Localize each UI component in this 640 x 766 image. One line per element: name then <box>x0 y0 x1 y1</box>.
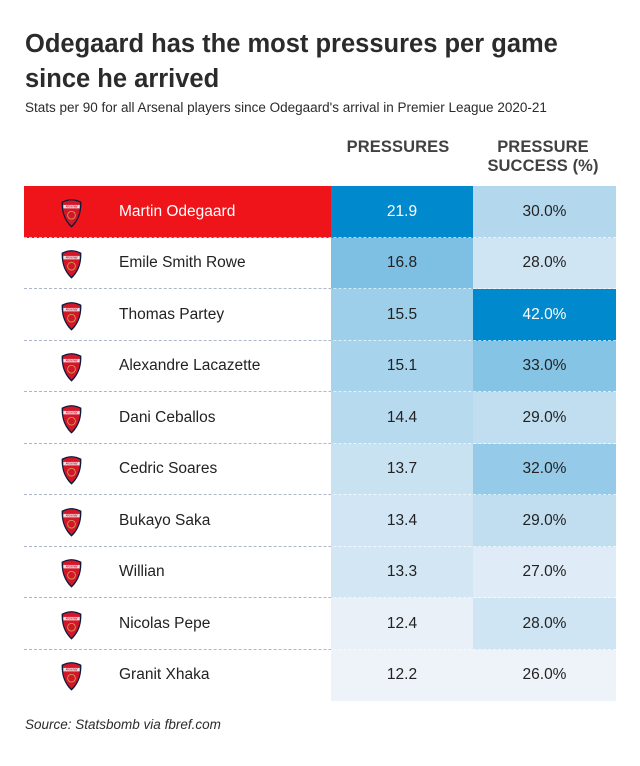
svg-text:Arsenal: Arsenal <box>65 513 78 517</box>
svg-text:Arsenal: Arsenal <box>65 462 78 466</box>
svg-text:Arsenal: Arsenal <box>65 668 78 672</box>
svg-text:Arsenal: Arsenal <box>65 359 78 363</box>
svg-text:Arsenal: Arsenal <box>65 616 78 620</box>
svg-text:Arsenal: Arsenal <box>65 307 78 311</box>
svg-text:Arsenal: Arsenal <box>65 410 78 414</box>
svg-text:Arsenal: Arsenal <box>65 256 78 260</box>
svg-text:Arsenal: Arsenal <box>65 565 78 569</box>
svg-text:Arsenal: Arsenal <box>65 204 78 208</box>
